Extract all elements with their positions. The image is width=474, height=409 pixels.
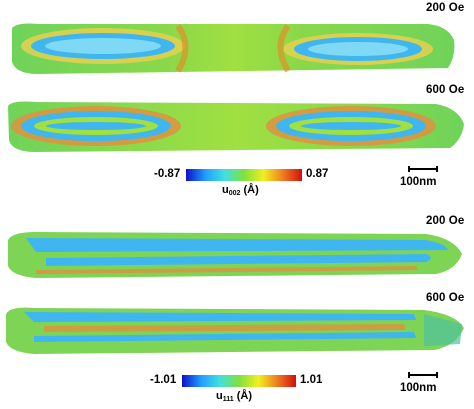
colorbar-max-u002: 0.87 — [306, 168, 329, 180]
colorbar-title-main: u — [222, 184, 229, 196]
displacement-map-600oe-u111 — [6, 307, 464, 354]
colorbar-title-sub: 002 — [228, 190, 241, 197]
scalebar-label-bottom: 100nm — [400, 382, 437, 394]
colorbar-title-u002: u002 (Å) — [222, 184, 259, 197]
colorbar-min-u002: -0.87 — [154, 168, 181, 180]
colorbar-max-u111: 1.01 — [300, 374, 323, 386]
colorbar-title-sub: 111 — [222, 396, 234, 403]
displacement-map-200oe-u002 — [12, 23, 455, 74]
field-label-600oe-bottom: 600 Oe — [426, 292, 465, 304]
rod-200oe-u111 — [6, 228, 466, 280]
displacement-map-600oe-u002 — [8, 101, 464, 152]
colorbar-title-unit: (Å) — [240, 184, 259, 196]
rod-200oe-u002 — [8, 16, 458, 80]
scalebar-top — [408, 166, 438, 172]
colorbar-u002 — [186, 169, 302, 181]
colorbar-title-u111: u111 (Å) — [216, 390, 252, 403]
colorbar-u111 — [182, 375, 296, 387]
scalebar-label-top: 100nm — [400, 176, 437, 188]
field-label-600oe-top: 600 Oe — [426, 84, 465, 96]
field-label-200oe-bottom: 200 Oe — [426, 215, 465, 227]
field-label-200oe-top: 200 Oe — [426, 2, 465, 14]
rod-600oe-u111 — [4, 304, 466, 356]
rod-600oe-u002 — [6, 96, 466, 158]
displacement-map-200oe-u111 — [8, 232, 462, 278]
colorbar-title-unit: (Å) — [233, 390, 252, 402]
scalebar-bottom — [408, 372, 438, 378]
colorbar-title-main: u — [216, 390, 223, 402]
colorbar-min-u111: -1.01 — [150, 374, 177, 386]
